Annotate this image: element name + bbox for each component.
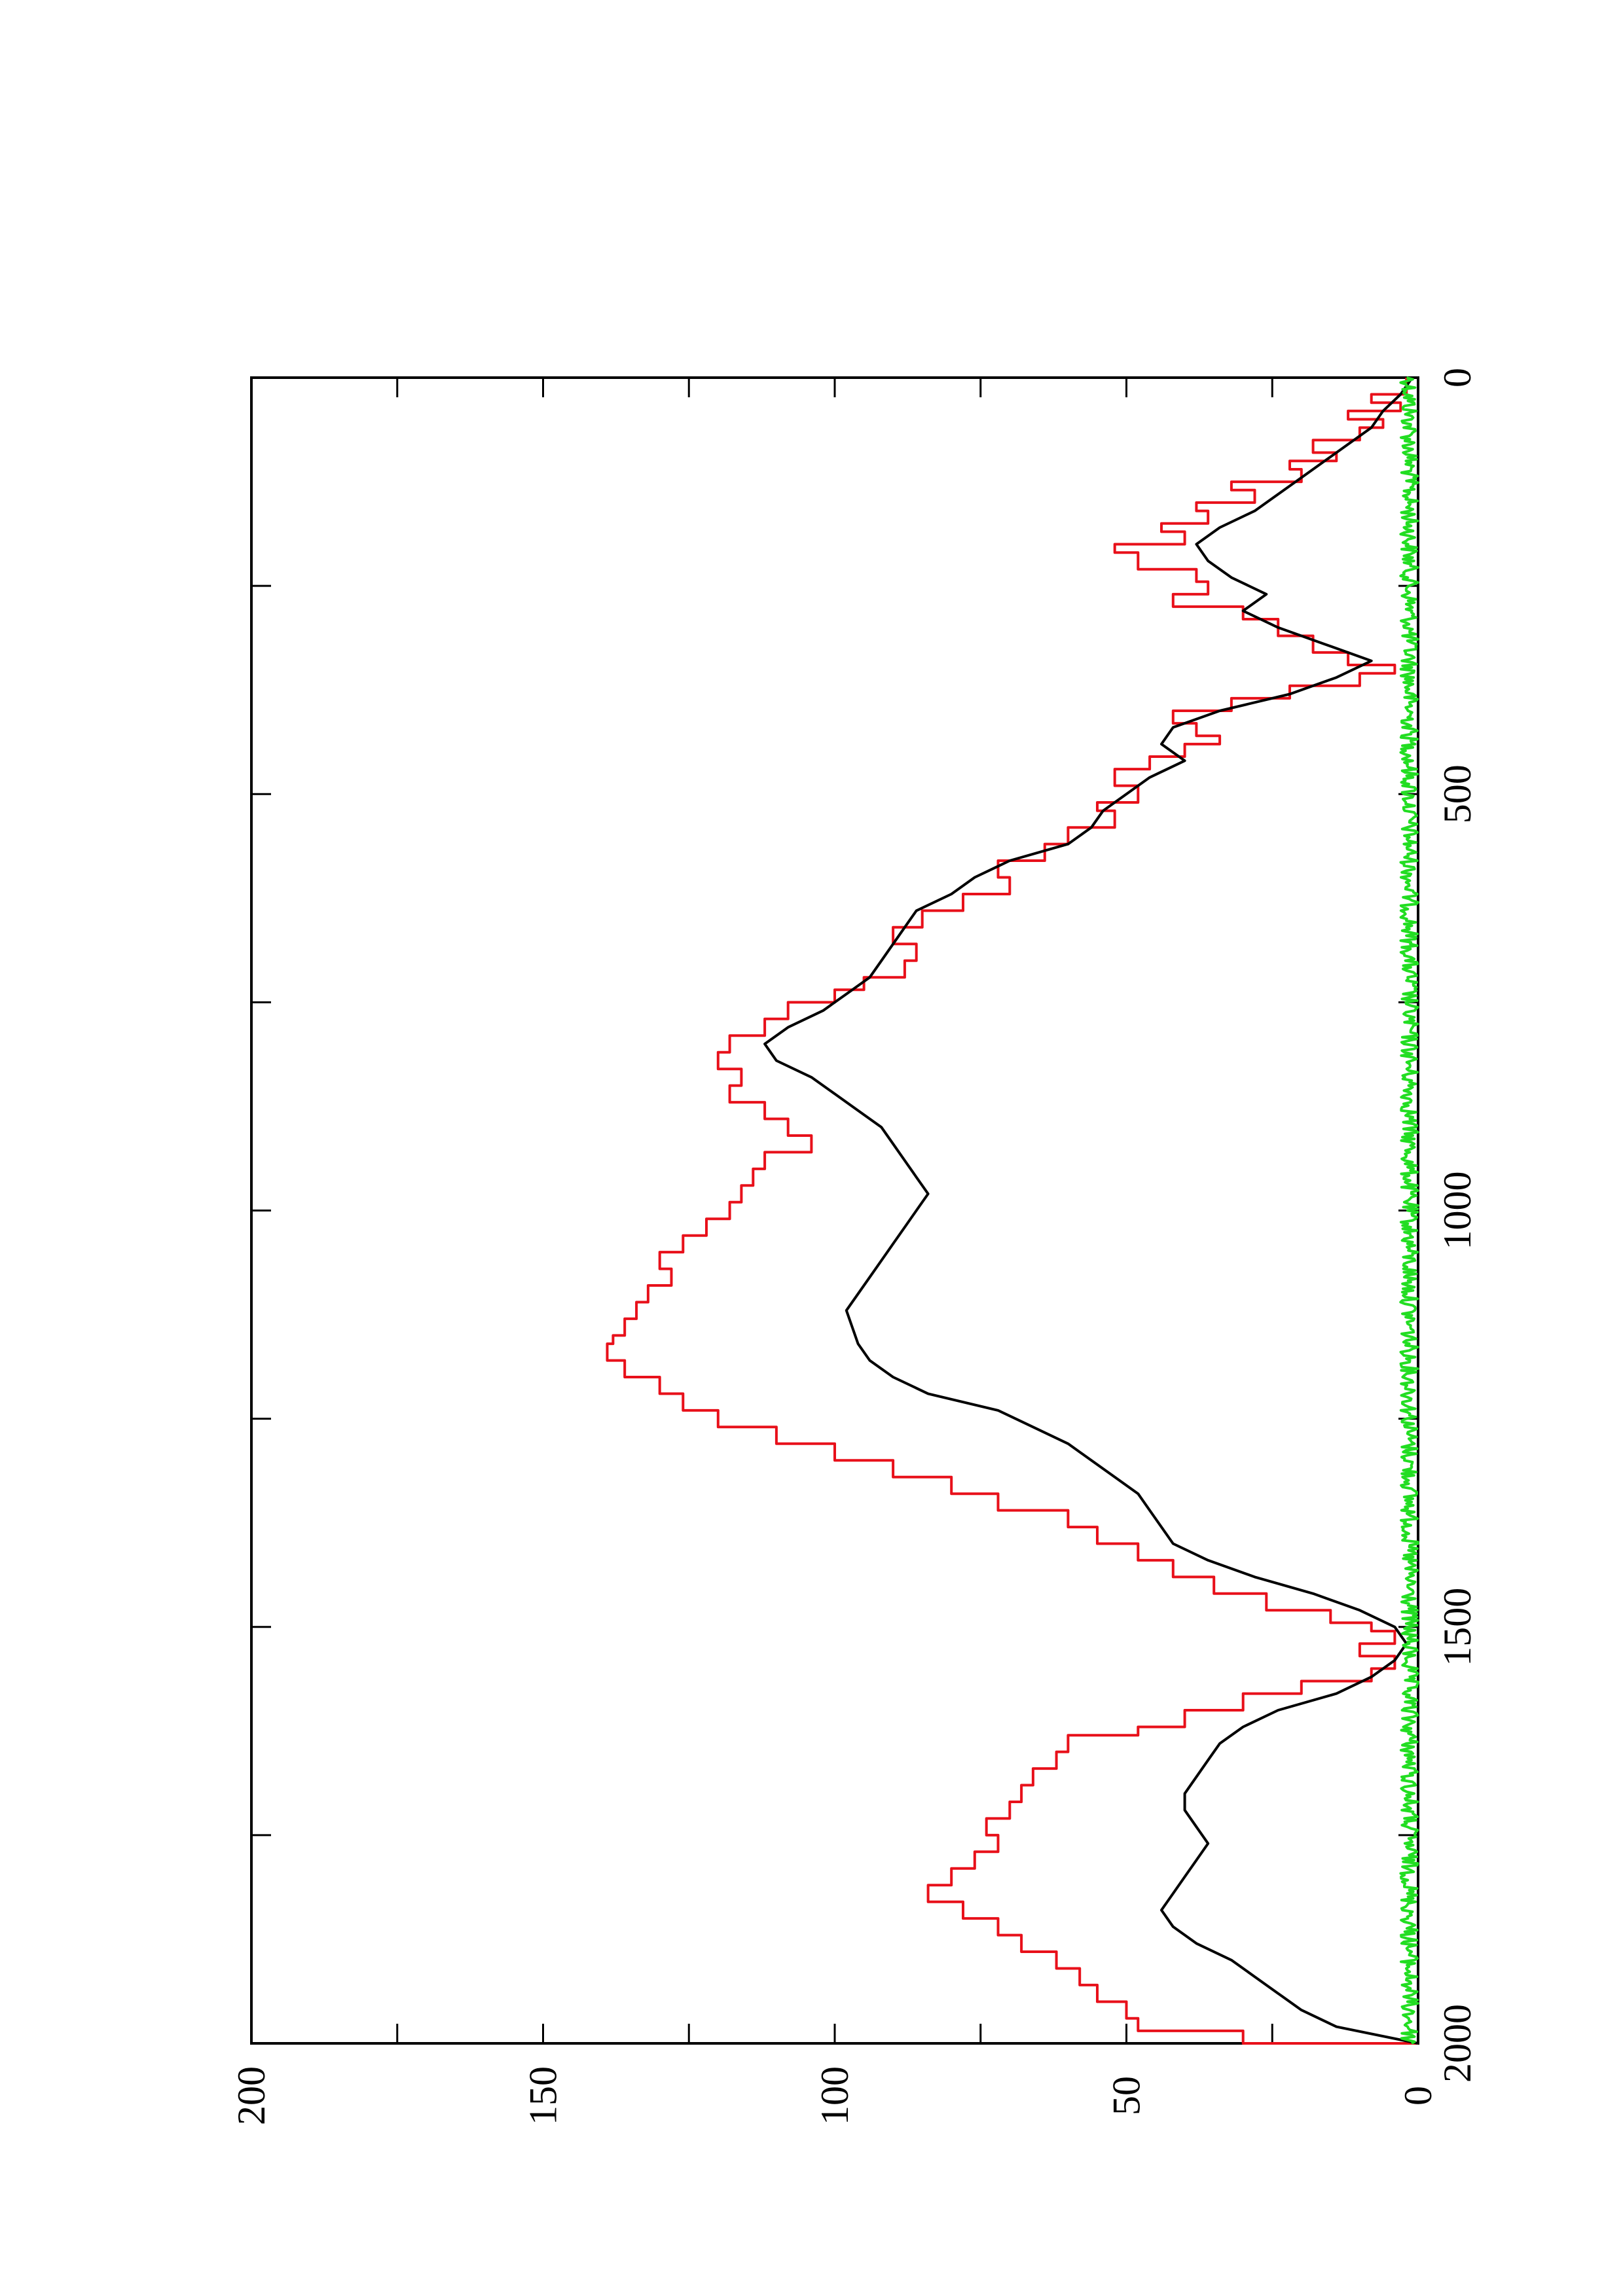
y-tick-label: 50 bbox=[1105, 2076, 1148, 2115]
tick-labels: 0 500 1000 1500 2000 0 50 100 150 200 bbox=[230, 368, 1479, 2125]
x-tick-label: 2000 bbox=[1436, 2004, 1479, 2083]
plot-frame bbox=[250, 376, 1419, 2045]
series-line-2 bbox=[1399, 376, 1419, 2045]
tick-marks bbox=[251, 378, 1418, 2043]
x-tick-label: 0 bbox=[1436, 368, 1479, 387]
y-tick-label: 100 bbox=[813, 2066, 856, 2125]
y-tick-label: 150 bbox=[522, 2066, 565, 2125]
x-tick-label: 1000 bbox=[1436, 1172, 1479, 1250]
series-line-1 bbox=[763, 376, 1419, 2045]
y-tick-label: 200 bbox=[230, 2066, 273, 2125]
y-tick-label: 0 bbox=[1396, 2086, 1440, 2106]
series-group bbox=[606, 376, 1419, 2045]
x-tick-label: 1500 bbox=[1436, 1588, 1479, 1666]
x-tick-label: 500 bbox=[1436, 764, 1479, 823]
series-line-0 bbox=[606, 378, 1418, 2045]
